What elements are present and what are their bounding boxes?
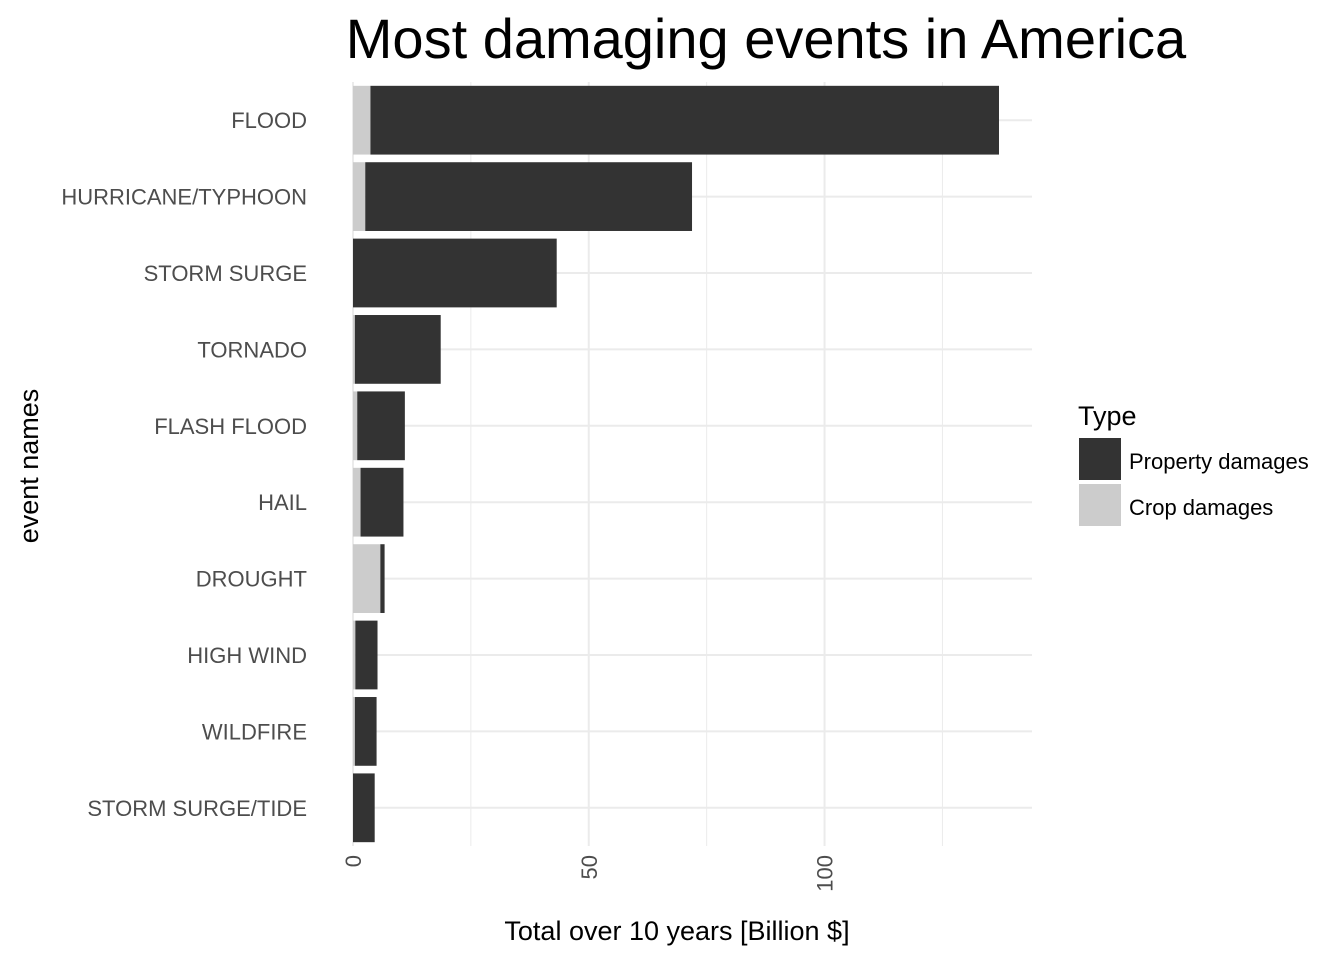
category-label-storm-surge: STORM SURGE	[144, 261, 307, 286]
bar-wildfire-property-damages	[354, 697, 377, 766]
x-axis-title: Total over 10 years [Billion $]	[504, 916, 849, 946]
x-tick-label: 0	[341, 855, 366, 867]
bar-hail-property-damages	[360, 467, 404, 537]
bar-high-wind-crop-damages	[353, 620, 356, 690]
bar-hurricane-typhoon-crop-damages	[353, 162, 366, 231]
bar-high-wind-property-damages	[355, 620, 378, 690]
legend-label-crop: Crop damages	[1129, 495, 1273, 520]
bar-flash-flood-crop-damages	[353, 391, 358, 461]
x-tick-label: 50	[577, 855, 602, 879]
bar-storm-surge-tide-property-damages	[353, 773, 375, 843]
x-tick-label: 100	[813, 855, 838, 892]
category-label-tornado: TORNADO	[197, 337, 307, 362]
bar-flood-property-damages	[370, 85, 999, 155]
category-label-wildfire: WILDFIRE	[202, 719, 307, 744]
bar-tornado-property-damages	[354, 315, 441, 384]
bar-wildfire-crop-damages	[353, 697, 355, 766]
legend-swatch-property	[1079, 438, 1121, 480]
legend-swatch-crop	[1079, 484, 1121, 526]
bar-drought-crop-damages	[353, 544, 381, 613]
category-label-drought: DROUGHT	[196, 567, 307, 592]
bar-tornado-crop-damages	[353, 315, 355, 384]
category-label-hurricane-typhoon: HURRICANE/TYPHOON	[61, 185, 307, 210]
category-label-flood: FLOOD	[231, 108, 307, 133]
y-axis-title: event names	[14, 389, 44, 544]
bar-hurricane-typhoon-property-damages	[365, 162, 693, 231]
bar-storm-surge-property-damages	[353, 238, 557, 308]
chart-title: Most damaging events in America	[346, 7, 1187, 70]
category-label-high-wind: HIGH WIND	[187, 643, 307, 668]
bar-flash-flood-property-damages	[357, 391, 405, 461]
bars	[353, 85, 999, 843]
legend: Type Property damages Crop damages	[1078, 401, 1309, 526]
bar-hail-crop-damages	[353, 467, 361, 537]
legend-title: Type	[1078, 401, 1137, 431]
bar-flood-crop-damages	[353, 85, 371, 155]
bar-drought-property-damages	[380, 544, 385, 613]
category-label-storm-surge-tide: STORM SURGE/TIDE	[87, 796, 307, 821]
x-tick-labels: 0 50 100	[341, 855, 838, 892]
legend-label-property: Property damages	[1129, 449, 1309, 474]
category-label-hail: HAIL	[258, 490, 307, 515]
category-labels: FLOOD HURRICANE/TYPHOON STORM SURGE TORNADO…	[61, 108, 307, 821]
category-label-flash-flood: FLASH FLOOD	[154, 414, 307, 439]
